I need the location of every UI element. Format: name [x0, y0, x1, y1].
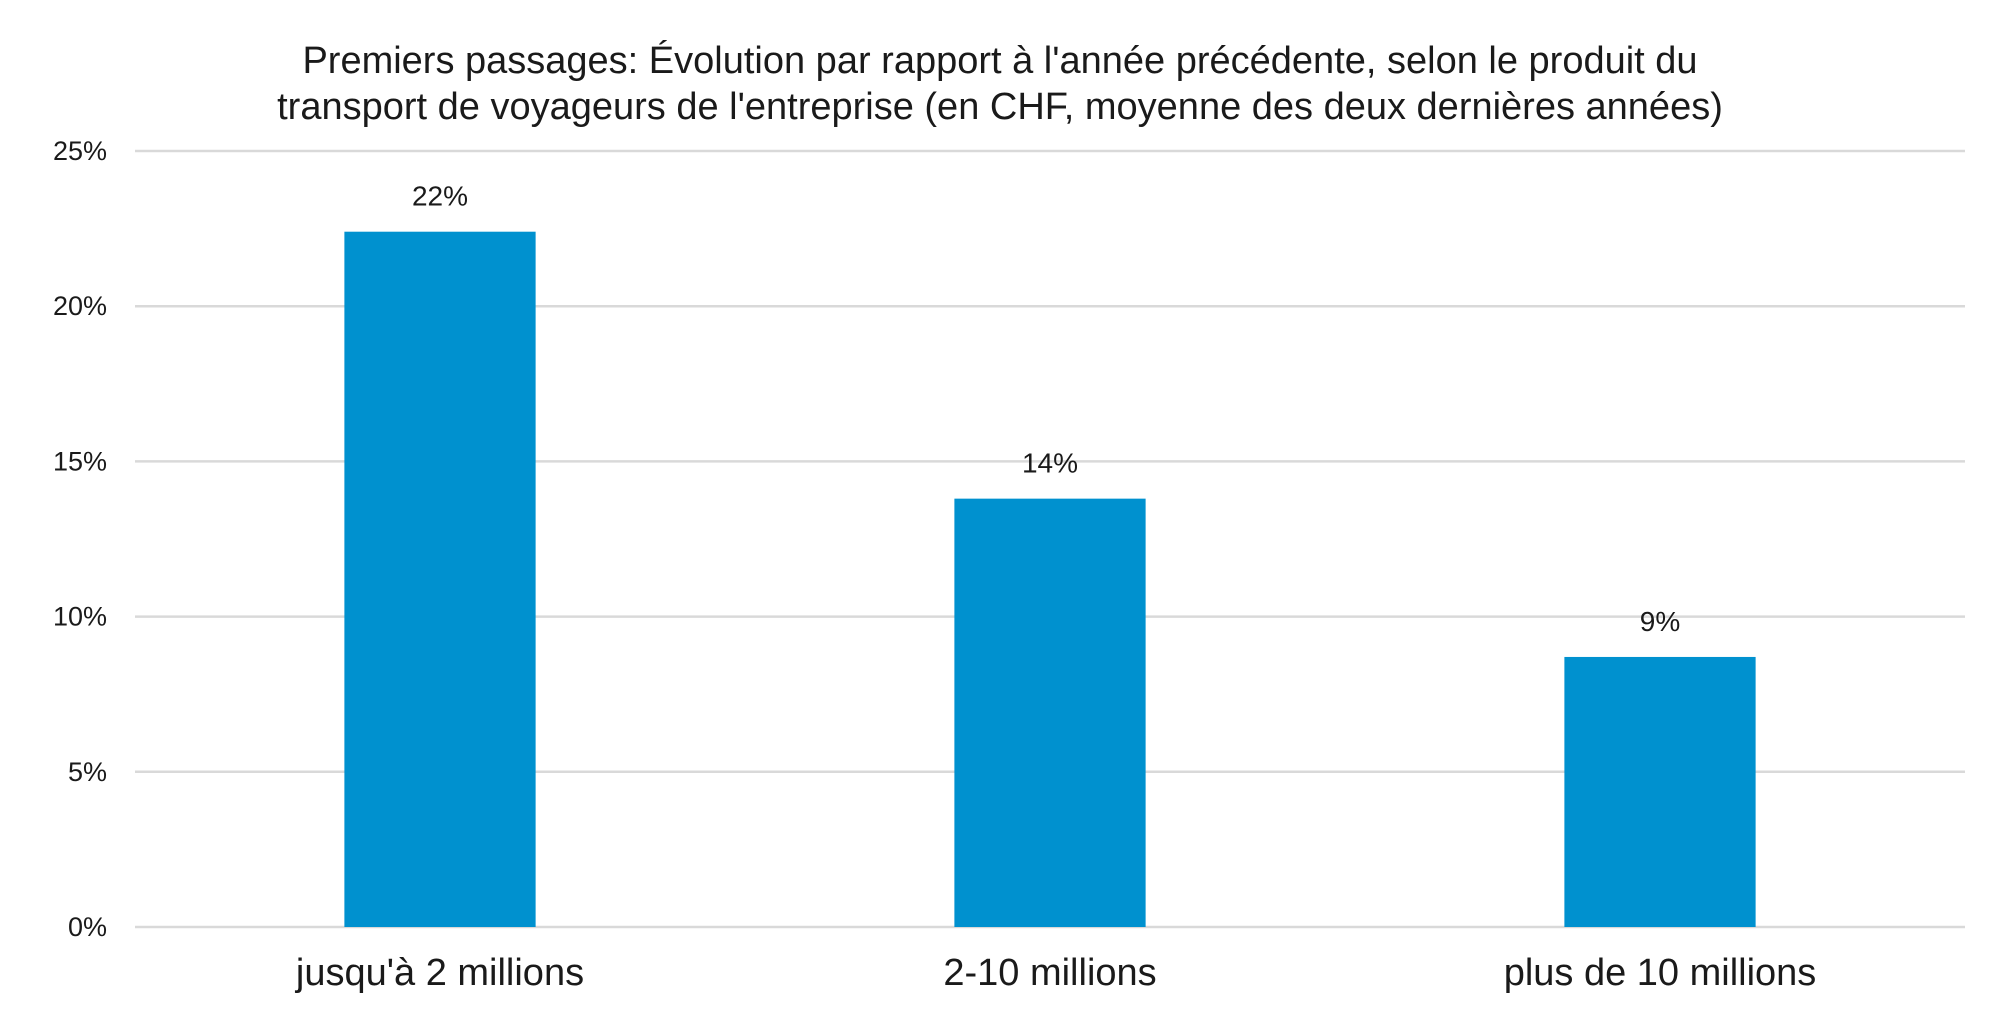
- y-tick-label: 5%: [68, 757, 107, 787]
- y-tick-label: 25%: [53, 136, 107, 166]
- data-label: 9%: [1640, 606, 1680, 637]
- y-axis-ticks: 0% 5% 10% 15% 20% 25%: [53, 136, 107, 942]
- y-tick-label: 10%: [53, 602, 107, 632]
- bars: [344, 231, 1756, 928]
- y-tick-label: 20%: [53, 291, 107, 321]
- data-label: 14%: [1022, 448, 1078, 479]
- chart-title-line-2: transport de voyageurs de l'entreprise (…: [277, 86, 1723, 128]
- bar: [954, 498, 1146, 927]
- data-label: 22%: [412, 181, 468, 212]
- category-label: 2-10 millions: [943, 952, 1156, 994]
- chart-title: Premiers passages: Évolution par rapport…: [0, 38, 2000, 130]
- bar: [344, 231, 536, 928]
- category-label: plus de 10 millions: [1504, 952, 1817, 994]
- y-tick-label: 15%: [53, 446, 107, 476]
- category-label: jusqu'à 2 millions: [295, 952, 584, 994]
- chart-title-line-1: Premiers passages: Évolution par rapport…: [302, 40, 1698, 82]
- y-tick-label: 0%: [68, 912, 107, 942]
- data-labels: 22% 14% 9%: [412, 181, 1680, 637]
- x-axis-categories: jusqu'à 2 millions 2-10 millions plus de 1…: [295, 952, 1816, 994]
- bar: [1564, 656, 1756, 927]
